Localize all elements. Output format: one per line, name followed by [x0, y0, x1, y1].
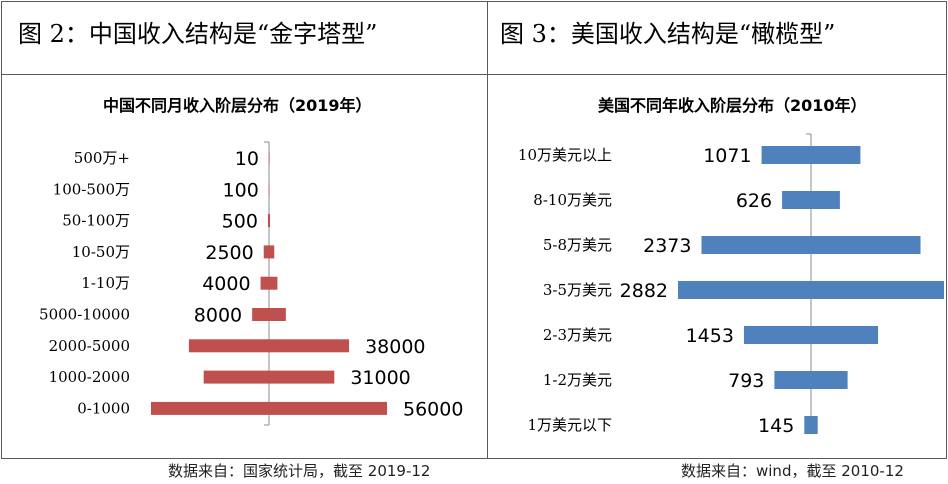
us-bar — [782, 191, 840, 209]
china-category-label: 1-10万 — [81, 274, 130, 292]
china-category-label: 5000-10000 — [39, 306, 130, 324]
us-value-label: 1071 — [703, 145, 751, 167]
china-bar — [267, 214, 271, 228]
china-category-label: 0-1000 — [77, 399, 130, 417]
us-category-label: 5-8万美元 — [543, 236, 612, 254]
us-bar — [804, 416, 818, 434]
china-category-label: 10-50万 — [72, 243, 130, 261]
china-category-label: 500万+ — [74, 149, 130, 167]
us-value-label: 626 — [736, 190, 772, 212]
china-value-label: 56000 — [403, 398, 463, 420]
china-bar — [268, 182, 270, 196]
china-chart-title: 中国不同月收入阶层分布（2019年） — [103, 96, 372, 115]
china-value-label: 2500 — [205, 242, 253, 264]
china-bar — [203, 370, 335, 384]
china-category-label: 1000-2000 — [49, 368, 130, 386]
us-bar — [761, 146, 861, 164]
china-category-label: 50-100万 — [62, 212, 130, 230]
us-value-label: 793 — [728, 370, 764, 392]
china-bar — [260, 276, 278, 290]
figure-frame — [1, 1, 947, 459]
us-category-label: 2-3万美元 — [543, 326, 612, 344]
us-chart-title: 美国不同年收入阶层分布（2010年） — [598, 96, 867, 115]
us-value-label: 2882 — [620, 280, 668, 302]
us-value-label: 145 — [758, 415, 794, 437]
china-category-label: 100-500万 — [53, 180, 130, 198]
china-bar — [268, 151, 270, 165]
us-value-label: 2373 — [643, 235, 691, 257]
us-bar — [678, 281, 944, 299]
us-category-label: 10万美元以上 — [518, 146, 612, 164]
china-category-label: 2000-5000 — [49, 337, 130, 355]
china-value-label: 100 — [223, 179, 259, 201]
china-value-label: 8000 — [194, 305, 242, 327]
china-value-label: 31000 — [350, 367, 410, 389]
china-bar — [151, 401, 387, 415]
china-value-label: 10 — [235, 148, 259, 170]
header-divider — [1, 74, 946, 75]
china-value-label: 4000 — [202, 273, 250, 295]
us-category-label: 8-10万美元 — [533, 191, 612, 209]
china-bar — [263, 245, 275, 259]
us-category-label: 1-2万美元 — [543, 371, 612, 389]
right-panel-heading: 图 3：美国收入结构是“橄榄型” — [500, 20, 836, 48]
us-value-label: 1453 — [686, 325, 734, 347]
china-bar — [188, 339, 350, 353]
panel-divider — [487, 1, 488, 458]
china-source-note: 数据来自：国家统计局，截至 2019-12 — [168, 462, 431, 480]
left-panel-heading: 图 2：中国收入结构是“金字塔型” — [18, 20, 378, 48]
us-bar — [701, 236, 921, 254]
us-bar — [743, 326, 879, 344]
china-value-label: 38000 — [365, 336, 425, 358]
us-bar — [774, 371, 848, 389]
us-category-label: 3-5万美元 — [543, 281, 612, 299]
us-source-note: 数据来自：wind，截至 2010-12 — [681, 462, 904, 480]
china-bar — [252, 308, 286, 321]
us-category-label: 1万美元以下 — [527, 416, 612, 434]
china-value-label: 500 — [222, 211, 258, 233]
